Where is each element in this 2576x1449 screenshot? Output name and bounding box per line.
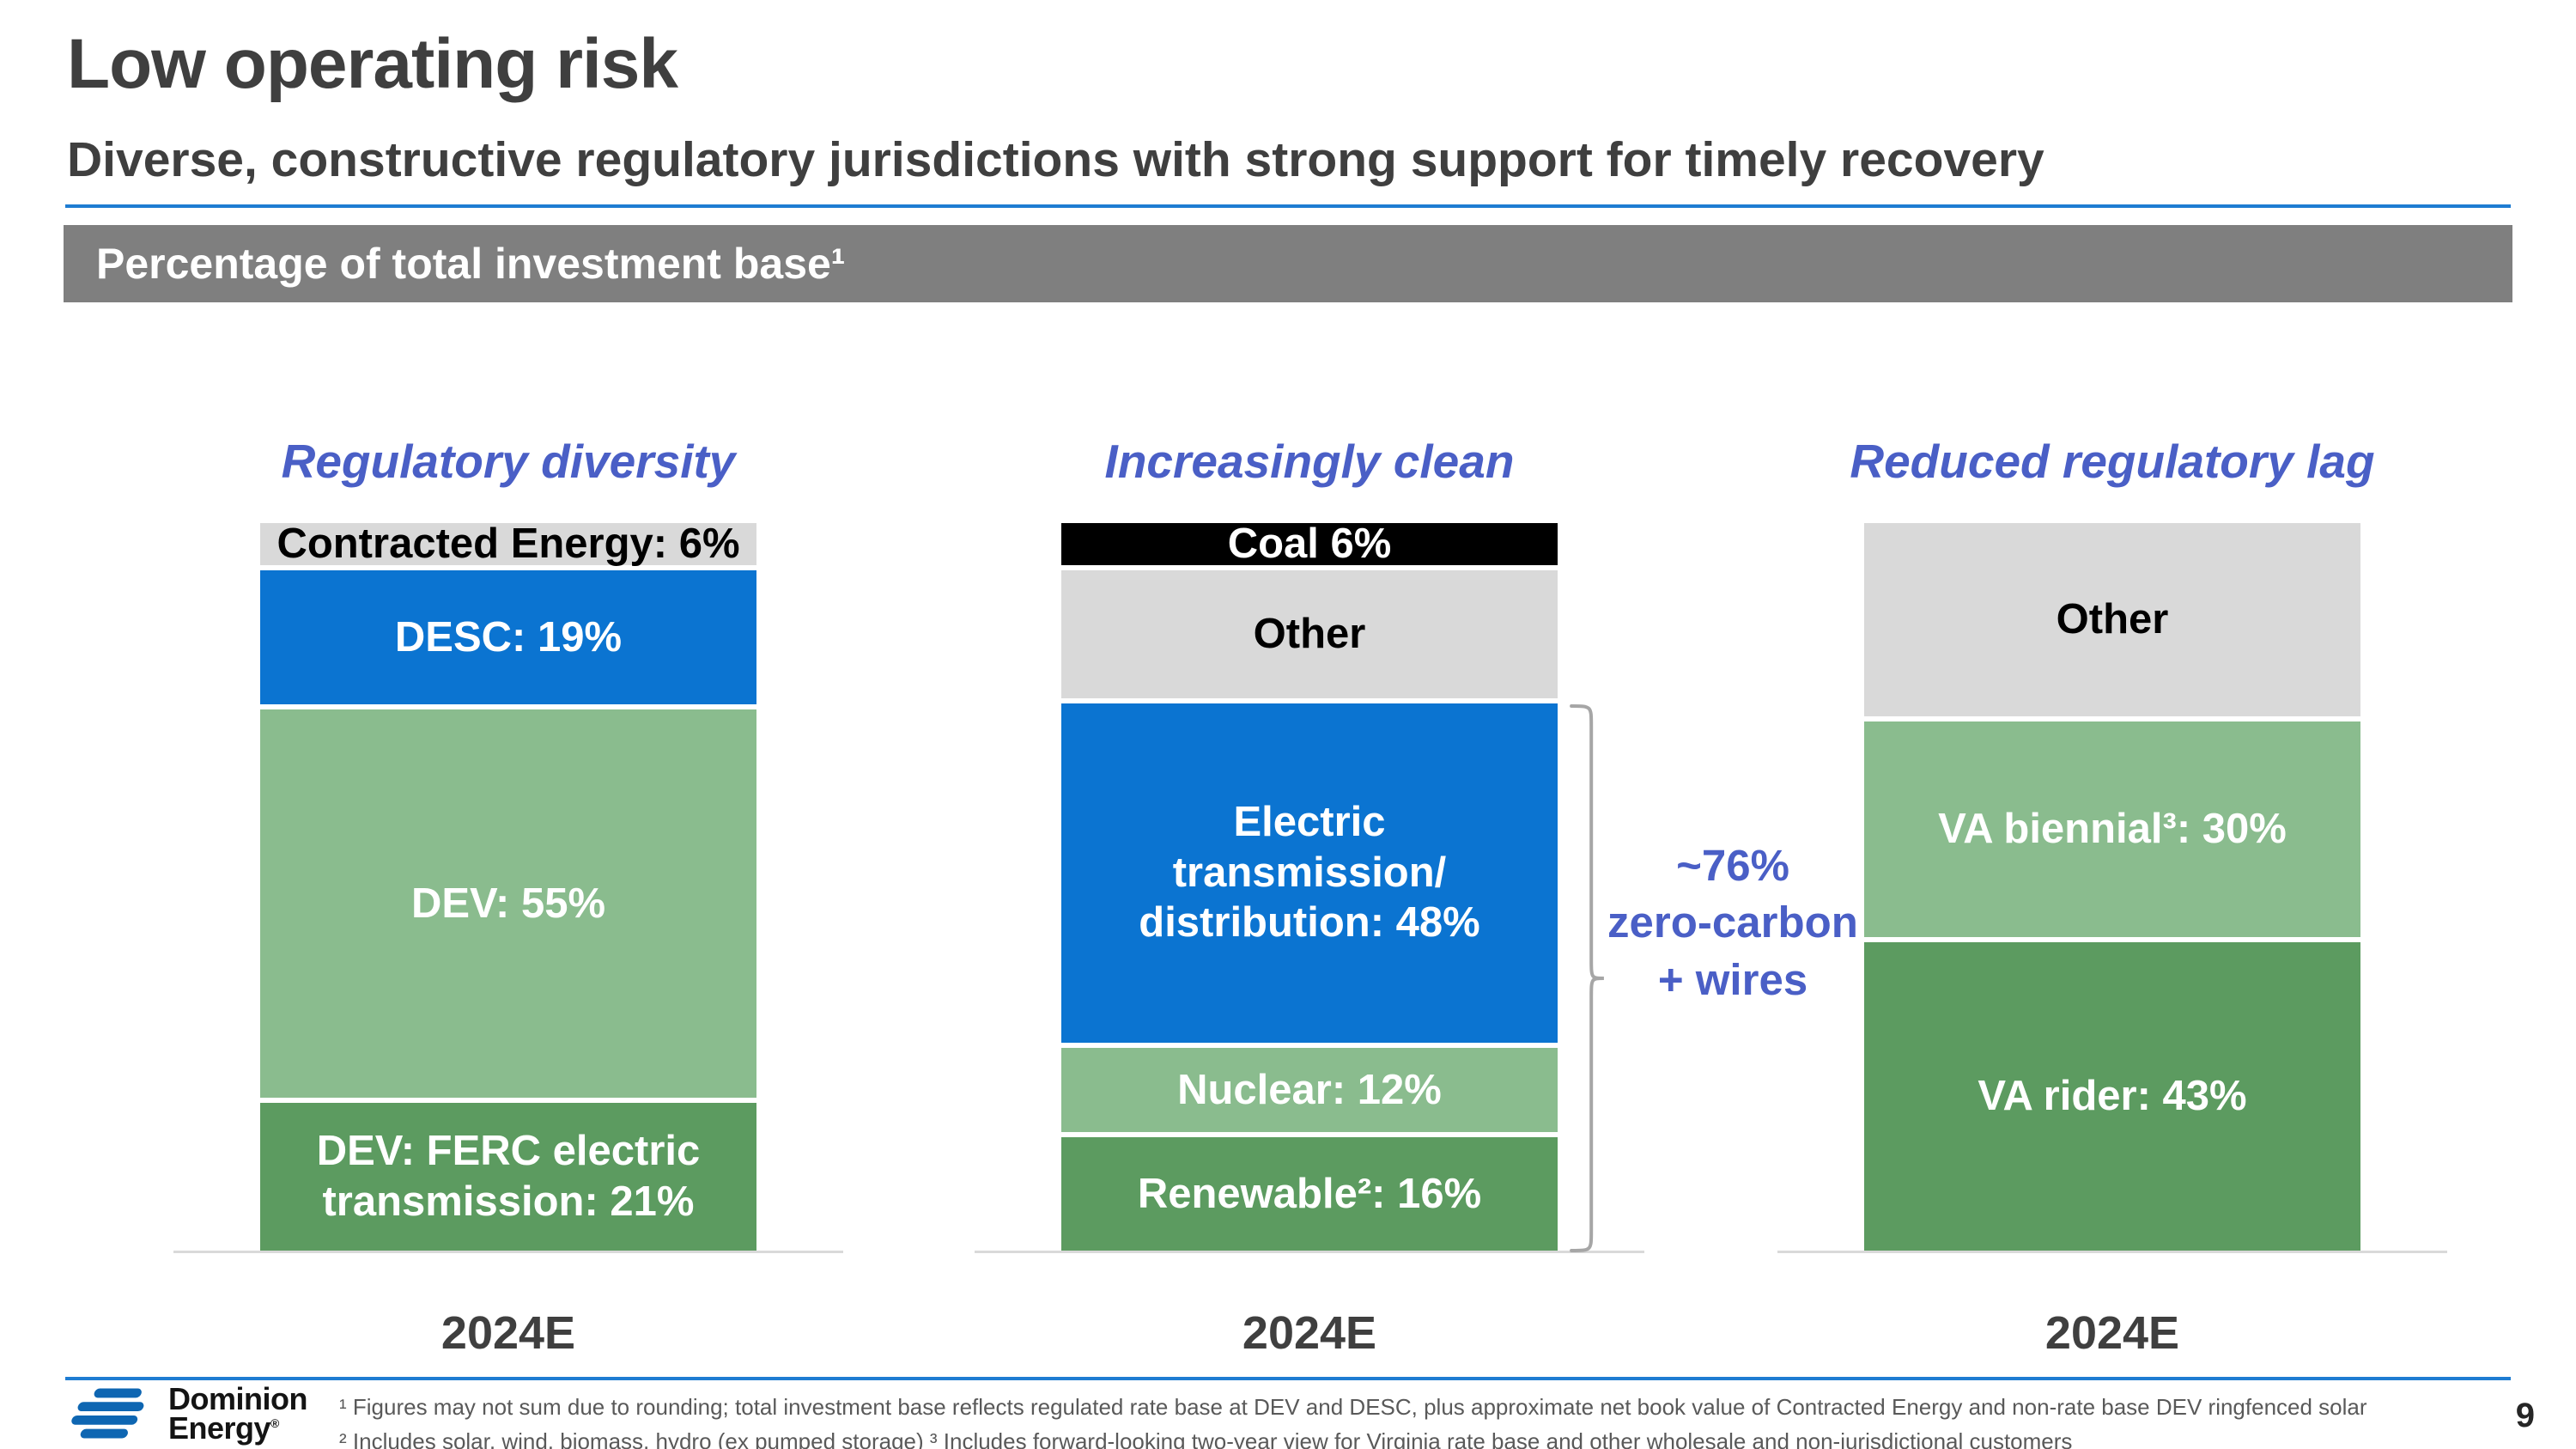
stacked-bar: Contracted Energy: 6% DESC: 19% DEV: 55% DE… bbox=[260, 521, 756, 1251]
chart-title: Reduced regulatory lag bbox=[1850, 435, 2375, 488]
bar-segment-label: DESC: 19% bbox=[394, 613, 623, 661]
header-divider bbox=[65, 204, 2511, 208]
footer-divider bbox=[65, 1377, 2511, 1380]
chart-plot-area: Contracted Energy: 6% DESC: 19% DEV: 55% DE… bbox=[173, 521, 843, 1253]
page-number: 9 bbox=[2515, 1397, 2535, 1434]
bar-segment-va-biennial: VA biennial³: 30% bbox=[1864, 721, 2360, 937]
x-axis-category: 2024E bbox=[1242, 1307, 1377, 1359]
bar-segment-label: Other bbox=[1253, 611, 1366, 658]
dominion-logo-icon bbox=[71, 1388, 144, 1439]
bar-segment-label: Contracted Energy: 6% bbox=[276, 521, 740, 568]
bar-segment-dev-ferc-electric-transmission: DEV: FERC electric transmission: 21% bbox=[260, 1102, 756, 1251]
bar-segment-dev: DEV: 55% bbox=[260, 709, 756, 1098]
logo-line-2: Energy® bbox=[168, 1410, 279, 1446]
dominion-energy-logo: Dominion Energy® bbox=[64, 1381, 307, 1446]
bar-segment-va-rider: VA rider: 43% bbox=[1864, 941, 2360, 1251]
bar-segment-other: Other bbox=[1864, 523, 2360, 717]
bar-segment-coal: Coal 6% bbox=[1061, 521, 1558, 567]
zero-carbon-annotation: ~76% zero-carbon + wires bbox=[1607, 841, 1858, 1004]
chart-plot-area: Coal 6% Other Electric transmission/ distr… bbox=[975, 521, 1644, 1253]
bar-segment-label: DEV: FERC electric transmission: 21% bbox=[316, 1128, 701, 1225]
chart-regulatory-diversity: Regulatory diversity Contracted Energy: … bbox=[173, 434, 843, 1360]
logo-line-1: Dominion bbox=[168, 1381, 307, 1416]
page-title: Low operating risk bbox=[67, 25, 678, 103]
bar-segment-label: Coal 6% bbox=[1227, 521, 1392, 568]
x-axis-category: 2024E bbox=[2044, 1307, 2180, 1359]
bar-segment-label: VA rider: 43% bbox=[1978, 1073, 2247, 1120]
section-banner-label: Percentage of total investment base¹ bbox=[96, 240, 846, 288]
bar-segment-renewable: Renewable²: 16% bbox=[1061, 1137, 1558, 1251]
footnote-1: ¹ Figures may not sum due to rounding; t… bbox=[339, 1394, 2367, 1420]
footnote-2: ² Includes solar, wind, biomass, hydro (… bbox=[339, 1428, 2073, 1449]
footnotes: ¹ Figures may not sum due to rounding; t… bbox=[339, 1390, 2486, 1449]
bar-segment-label: Electric transmission/ distribution: 48% bbox=[1139, 798, 1480, 947]
bar-segment-label: DEV: 55% bbox=[410, 880, 606, 927]
bar-segment-electric-transmission-distribution: Electric transmission/ distribution: 48% bbox=[1061, 703, 1558, 1043]
page-subtitle: Diverse, constructive regulatory jurisdi… bbox=[67, 132, 2044, 187]
bar-segment-desc: DESC: 19% bbox=[260, 570, 756, 705]
chart-reduced-regulatory-lag: Reduced regulatory lag Other VA biennial³… bbox=[1777, 434, 2447, 1360]
registered-mark: ® bbox=[270, 1416, 279, 1431]
x-axis-category: 2024E bbox=[440, 1307, 576, 1359]
bar-segment-other: Other bbox=[1061, 570, 1558, 698]
stacked-bar: Other VA biennial³: 30% VA rider: 43% bbox=[1864, 523, 2360, 1251]
bar-segment-label: Other bbox=[2056, 596, 2169, 643]
stacked-bar: Coal 6% Other Electric transmission/ distr… bbox=[1061, 521, 1558, 1251]
brace-icon bbox=[1570, 703, 1606, 1253]
chart-increasingly-clean: Increasingly clean Coal 6% Other Electric … bbox=[975, 434, 1644, 1360]
bar-segment-nuclear: Nuclear: 12% bbox=[1061, 1047, 1558, 1133]
dominion-logo-wordmark: Dominion Energy® bbox=[168, 1381, 307, 1446]
bar-segment-label: Renewable²: 16% bbox=[1137, 1170, 1482, 1217]
chart-title: Regulatory diversity bbox=[281, 435, 736, 488]
bar-segment-contracted-energy: Contracted Energy: 6% bbox=[260, 521, 756, 567]
chart-plot-area: Other VA biennial³: 30% VA rider: 43% bbox=[1777, 523, 2447, 1253]
section-banner: Percentage of total investment base¹ bbox=[64, 225, 2512, 302]
bar-segment-label: VA biennial³: 30% bbox=[1938, 806, 2287, 853]
bar-segment-label: Nuclear: 12% bbox=[1177, 1066, 1442, 1113]
chart-title: Increasingly clean bbox=[1104, 435, 1515, 488]
